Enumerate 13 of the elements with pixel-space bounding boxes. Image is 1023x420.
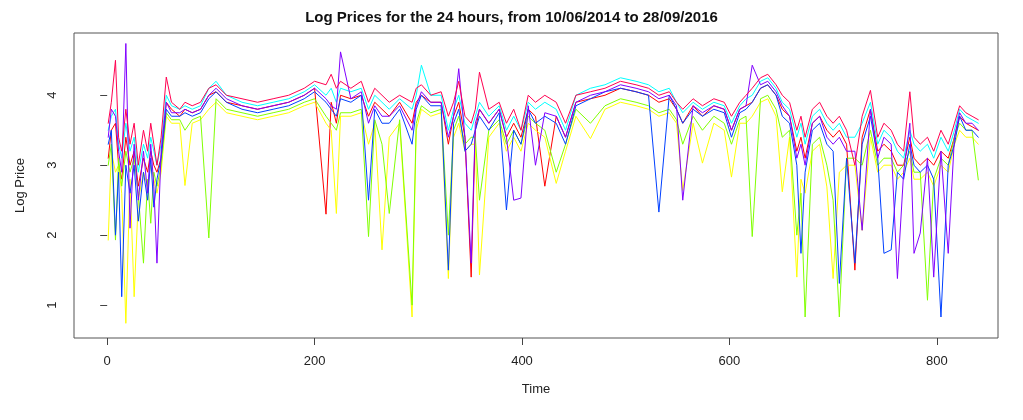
y-tick-label: 1 bbox=[44, 301, 59, 309]
y-tick-label: 4 bbox=[44, 91, 59, 99]
x-tick-label: 800 bbox=[925, 353, 948, 368]
chart-title: Log Prices for the 24 hours, from 10/06/2014 to 28/09/2016 bbox=[305, 8, 718, 25]
y-axis-title: Log Price bbox=[12, 158, 27, 213]
y-tick-label: 2 bbox=[44, 231, 59, 239]
y-tick-label: 3 bbox=[44, 161, 59, 169]
x-tick-label: 400 bbox=[511, 353, 533, 368]
x-tick-label: 0 bbox=[103, 353, 111, 368]
x-axis-title: Time bbox=[521, 381, 551, 396]
x-tick-label: 600 bbox=[718, 353, 741, 368]
line-series bbox=[107, 42, 979, 280]
x-tick-label: 200 bbox=[303, 353, 326, 368]
